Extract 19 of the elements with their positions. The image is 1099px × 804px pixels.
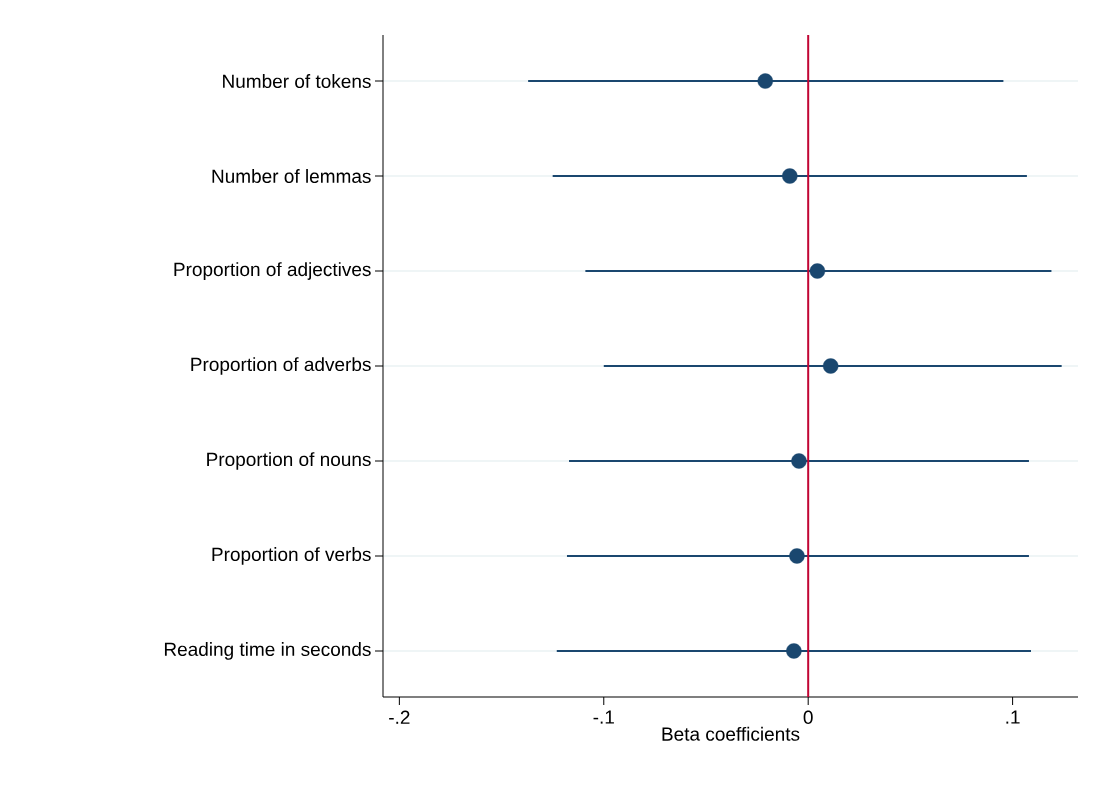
point [809,263,826,279]
x-axis-title: Beta coefficients [662,726,800,741]
y-tick-label: Proportion of adverbs [191,357,371,375]
point [757,73,773,89]
y-tick-label: Reading time in seconds [164,642,371,660]
y-tick-label: Number of tokens [223,74,371,89]
y-tick-label: Proportion of nouns [207,452,371,470]
y-tick-label: Number of lemmas [212,169,371,184]
y-tick-label: Proportion of verbs [212,547,371,565]
x-tick-label: -.2 [389,710,410,724]
point [786,643,802,659]
x-tick-label: 0 [803,710,813,724]
point [822,358,839,374]
point [789,548,805,564]
point [782,168,798,184]
point [791,453,807,469]
x-tick-label: .1 [1006,710,1020,724]
x-tick-label: -.1 [593,710,614,724]
y-tick-label: Proportion of adjectives [174,262,371,280]
